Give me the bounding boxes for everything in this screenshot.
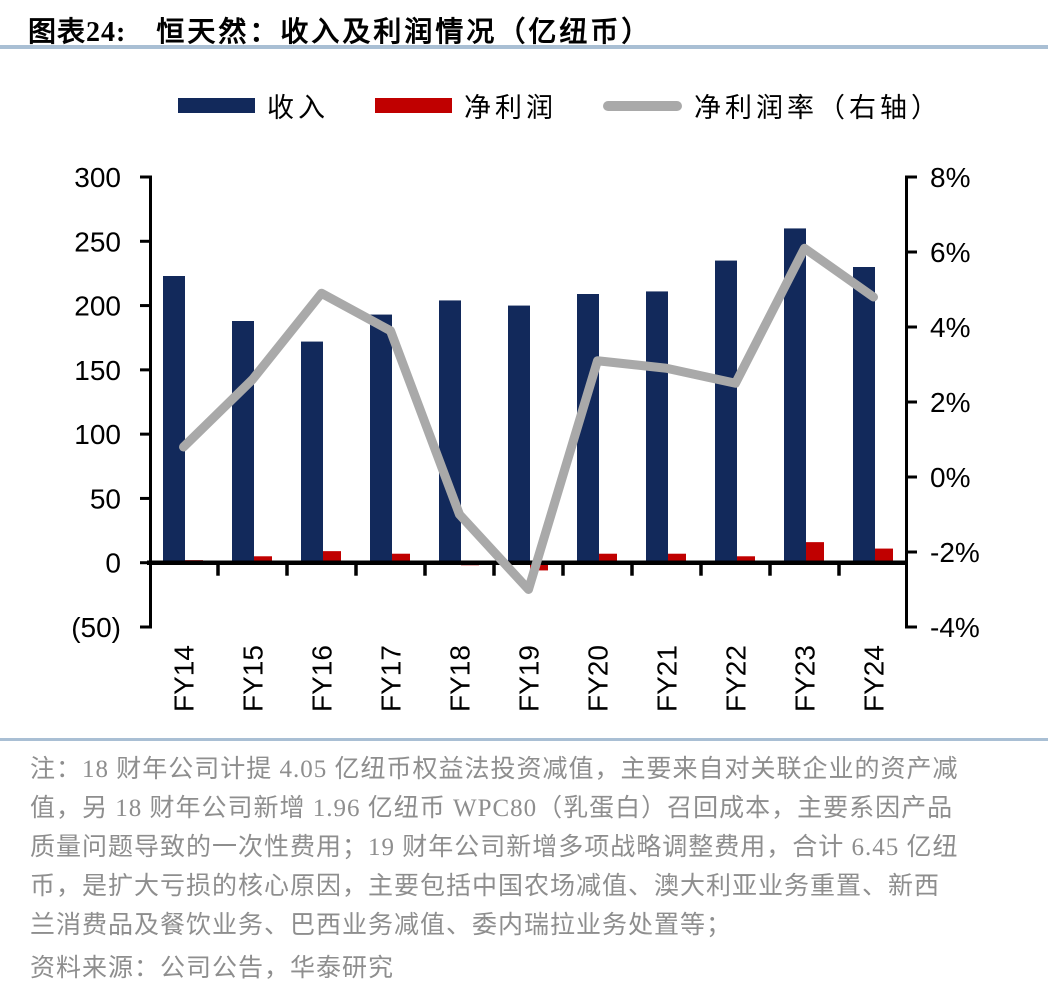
x-axis-label-FY18: FY18 (445, 645, 476, 712)
profit-bar-FY15 (254, 556, 272, 563)
revenue-profit-combo-chart: 300 250 200 150 100 50 0 (50) 8% 6% 4% 2% 0% -2% -4% FY… (71, 162, 980, 712)
note-line: 值，另 18 财年公司新增 1.96 亿纽币 WPC80（乳蛋白）召回成本，主要… (30, 795, 954, 822)
profit-bar-FY16 (323, 551, 341, 563)
x-axis-label-FY23: FY23 (790, 645, 821, 712)
right-axis-tick-label: -2% (930, 537, 980, 568)
revenue-bar-FY24 (853, 267, 875, 563)
left-axis-tick-label: 50 (90, 483, 121, 514)
left-axis-tick-label: 100 (74, 419, 121, 450)
left-axis-tick-label: 250 (74, 226, 121, 257)
x-axis-label-FY19: FY19 (514, 645, 545, 712)
legend-item-revenue: 收入 (178, 86, 329, 125)
revenue-bar-FY16 (301, 341, 323, 563)
left-axis-tick-label: (50) (71, 612, 121, 643)
legend-item-net-profit: 净利润 (375, 86, 557, 125)
x-axis-label-FY20: FY20 (583, 645, 614, 712)
revenue-bar-FY15 (232, 321, 254, 563)
revenue-bar-FY21 (646, 291, 668, 563)
net-profit-swatch-icon (375, 98, 452, 113)
x-axis-label-FY17: FY17 (376, 645, 407, 712)
right-axis-tick-label: 0% (930, 462, 970, 493)
note-line: 质量问题导致的一次性费用；19 财年公司新增多项战略调整费用，合计 6.45 亿… (30, 834, 959, 861)
left-axis-tick-label: 150 (74, 355, 121, 386)
figure-label: 图表24: (28, 17, 127, 48)
figure-title: 恒天然：收入及利润情况（亿纽币） (156, 17, 653, 48)
note-line: 兰消费品及餐饮业务、巴西业务减值、委内瑞拉业务处置等； (30, 912, 733, 939)
x-axis-label-FY15: FY15 (238, 645, 269, 712)
legend-label-net-profit: 净利润 (464, 93, 557, 123)
figure-note: 注：18 财年公司计提 4.05 亿纽币权益法投资减值，主要来自对关联企业的资产… (30, 750, 1020, 945)
left-axis-tick-label: 0 (105, 548, 121, 579)
note-line: 注：18 财年公司计提 4.05 亿纽币权益法投资减值，主要来自对关联企业的资产… (30, 756, 959, 783)
profit-bar-FY22 (737, 556, 755, 563)
revenue-bar-FY18 (439, 300, 461, 563)
profit-bar-FY21 (668, 553, 686, 563)
figure-title-row: 图表24: 恒天然：收入及利润情况（亿纽币） (28, 10, 652, 50)
x-axis-label-FY21: FY21 (652, 645, 683, 712)
right-axis-tick-label: 4% (930, 312, 970, 343)
title-divider (0, 45, 1048, 49)
profit-bar-FY24 (875, 548, 893, 563)
source-line: 资料来源：公司公告，华泰研究 (30, 955, 395, 982)
revenue-bar-FY19 (508, 305, 530, 563)
note-line: 币，是扩大亏损的核心原因，主要包括中国农场减值、澳大利亚业务重置、新西 (30, 873, 941, 900)
net-margin-line (179, 243, 878, 594)
left-axis-tick-label: 200 (74, 291, 121, 322)
profit-bar-FY17 (392, 553, 410, 563)
legend-label-revenue: 收入 (267, 93, 329, 123)
legend-label-net-margin: 净利润率（右轴） (694, 93, 942, 123)
revenue-bar-FY22 (715, 260, 737, 563)
right-axis-tick-label: 2% (930, 387, 970, 418)
revenue-swatch-icon (178, 98, 255, 113)
right-axis-tick-label: -4% (930, 612, 980, 643)
x-axis-label-FY14: FY14 (169, 645, 200, 712)
left-axis-tick-label: 300 (74, 162, 121, 193)
right-axis-tick-label: 8% (930, 162, 970, 193)
net-margin-line-icon (603, 100, 682, 111)
revenue-bar-FY17 (370, 314, 392, 563)
revenue-bar-FY23 (784, 228, 806, 563)
note-divider (0, 738, 1048, 741)
right-axis-tick-label: 6% (930, 237, 970, 268)
x-axis-label-FY22: FY22 (721, 645, 752, 712)
profit-bar-FY23 (806, 542, 824, 563)
chart-legend: 收入 净利润 净利润率（右轴） (178, 86, 942, 125)
revenue-bar-FY14 (163, 276, 185, 563)
legend-item-net-margin: 净利润率（右轴） (603, 86, 942, 125)
profit-bar-FY20 (599, 553, 617, 563)
x-axis-label-FY24: FY24 (859, 645, 890, 712)
x-axis-label-FY16: FY16 (307, 645, 338, 712)
